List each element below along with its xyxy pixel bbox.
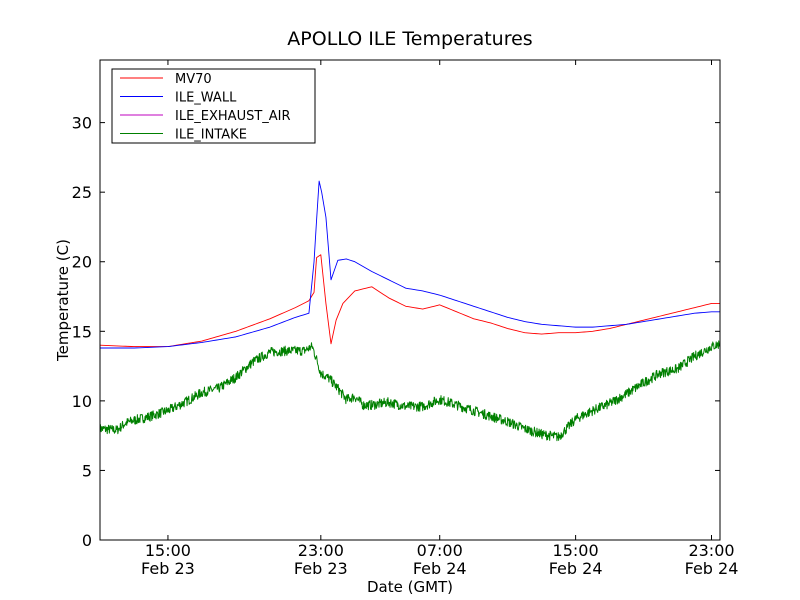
legend-label: ILE_WALL bbox=[175, 91, 237, 106]
series-line-ile-intake bbox=[99, 340, 721, 442]
y-axis-label: Temperature (C) bbox=[54, 239, 72, 362]
y-tick-label: 5 bbox=[82, 461, 92, 480]
y-tick-label: 25 bbox=[72, 183, 92, 202]
series-line-ile-wall bbox=[100, 180, 720, 349]
y-tick-label: 0 bbox=[82, 531, 92, 550]
series-layer bbox=[99, 180, 721, 442]
x-tick-label-date: Feb 23 bbox=[294, 559, 348, 578]
y-tick-label: 20 bbox=[72, 253, 92, 272]
y-tick-label: 30 bbox=[72, 114, 92, 133]
legend: MV70 ILE_WALL ILE_EXHAUST_AIR ILE_INTAKE bbox=[111, 68, 316, 144]
legend-label: MV70 bbox=[175, 72, 212, 87]
x-tick-label-date: Feb 24 bbox=[549, 559, 603, 578]
x-tick-label-time: 23:00 bbox=[688, 541, 734, 560]
y-tick-label: 10 bbox=[72, 392, 92, 411]
plot-frame bbox=[99, 59, 721, 541]
chart-title: APOLLO ILE Temperatures bbox=[287, 28, 532, 50]
x-tick-label-time: 15:00 bbox=[553, 541, 599, 560]
x-tick-label-date: Feb 23 bbox=[141, 559, 195, 578]
legend-label: ILE_EXHAUST_AIR bbox=[175, 109, 291, 124]
series-line-mv70 bbox=[99, 254, 720, 348]
x-tick-label-time: 23:00 bbox=[298, 541, 344, 560]
x-tick-label-date: Feb 24 bbox=[413, 559, 467, 578]
x-tick-label-date: Feb 24 bbox=[685, 559, 739, 578]
x-tick-label-time: 15:00 bbox=[145, 541, 191, 560]
y-tick-label: 15 bbox=[72, 322, 92, 341]
x-tick-label-time: 07:00 bbox=[417, 541, 463, 560]
legend-box bbox=[111, 68, 316, 144]
legend-label: ILE_INTAKE bbox=[175, 128, 247, 143]
x-axis-label: Date (GMT) bbox=[367, 578, 453, 596]
